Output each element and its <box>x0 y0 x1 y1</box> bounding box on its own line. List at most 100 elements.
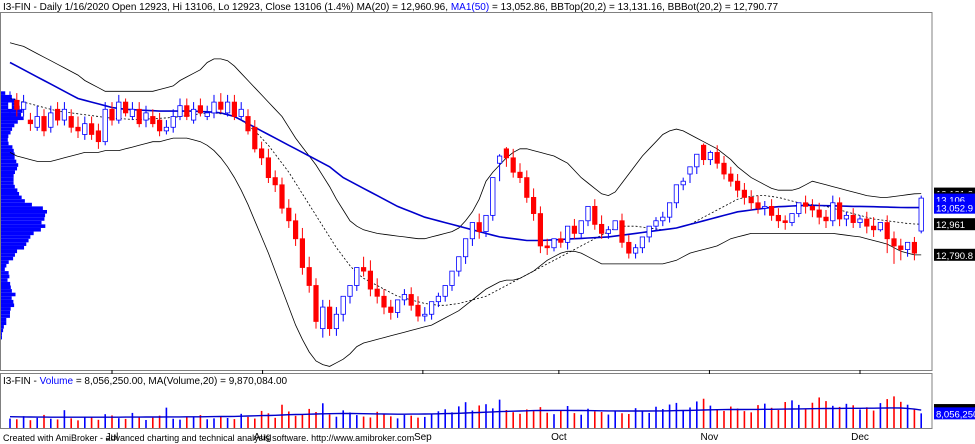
candle-body <box>871 225 877 231</box>
volume-profile-bar <box>1 94 12 99</box>
volume-profile-bar <box>1 220 42 225</box>
volume-bar <box>539 407 542 428</box>
candle-body <box>34 116 40 128</box>
volume-bar <box>118 418 120 428</box>
volume-bar <box>308 408 310 428</box>
candle-body <box>224 101 231 114</box>
volume-bar <box>458 406 460 428</box>
candle-body <box>701 144 707 161</box>
volume-bar <box>587 408 589 428</box>
volume-bar <box>736 408 739 428</box>
volume-bar <box>709 405 712 428</box>
volume-bar <box>825 401 827 428</box>
volume-profile-bar <box>1 281 11 286</box>
volume-profile-bar <box>1 238 29 243</box>
candle-body <box>347 285 353 297</box>
volume-bar <box>97 419 100 428</box>
volume-bar <box>505 410 508 428</box>
volume-bar <box>471 410 474 428</box>
volume-bar <box>866 407 868 428</box>
volume-bar <box>879 403 882 428</box>
volume-ma-line <box>9 407 922 418</box>
volume-profile-bar <box>1 116 24 121</box>
candle-body <box>864 218 870 227</box>
candle-body <box>816 209 822 218</box>
candle-body <box>143 112 149 121</box>
x-tick-label: Jul <box>106 432 119 443</box>
candle-body <box>367 270 374 290</box>
volume-bar <box>267 413 270 428</box>
candle-body <box>646 225 652 238</box>
volume-profile-bar <box>1 299 14 304</box>
candle-body <box>918 197 924 232</box>
volume-header-label: Volume <box>39 376 74 387</box>
volume-bar <box>512 412 514 428</box>
candle-body <box>687 166 693 175</box>
volume-bar <box>696 401 698 428</box>
volume-bar <box>233 419 236 428</box>
volume-bar <box>369 417 372 428</box>
candle-body <box>374 288 380 297</box>
candle-body <box>496 155 503 164</box>
volume-bar <box>254 418 256 428</box>
candle-body <box>857 218 863 223</box>
candle-body <box>456 256 462 272</box>
ma20-line <box>9 98 922 306</box>
candle-body <box>728 173 734 182</box>
candle-body <box>27 119 34 125</box>
candle-body <box>190 108 197 121</box>
volume-bar <box>886 399 888 428</box>
volume-bar <box>464 402 467 428</box>
volume-profile-bar <box>1 227 41 232</box>
volume-bar <box>43 414 45 428</box>
candle-body <box>809 205 816 211</box>
header-bbtop: BBTop(20,2) = 13,131.16, <box>550 2 665 13</box>
volume-bar <box>90 417 93 428</box>
candle-body <box>898 245 904 250</box>
volume-bar <box>675 402 678 428</box>
volume-bar <box>383 414 385 428</box>
volume-bar <box>485 404 487 428</box>
volume-profile-bar <box>1 195 22 200</box>
volume-bar <box>138 416 140 428</box>
volume-bar <box>838 406 841 428</box>
candle-body <box>415 304 421 317</box>
candle-body <box>422 313 428 317</box>
volume-bar <box>274 417 276 428</box>
volume-bar <box>36 417 38 428</box>
volume-bar <box>913 409 916 428</box>
price-axis-label: 13,106 <box>936 196 965 207</box>
candle-body <box>95 130 101 143</box>
volume-profile-bar <box>1 138 8 142</box>
volume-bar <box>791 400 793 428</box>
candle-body <box>428 301 435 315</box>
volume-profile-bar <box>1 166 18 171</box>
volume-profile-bar <box>1 141 9 146</box>
volume-profile-bar <box>1 109 23 113</box>
volume-bar <box>50 418 52 428</box>
candle-body <box>313 285 319 322</box>
candle-body <box>462 238 469 258</box>
volume-bar <box>335 416 338 428</box>
volume-bar <box>152 417 154 428</box>
volume-bar <box>560 410 562 428</box>
volume-profile-bar <box>1 213 46 218</box>
volume-bar <box>315 412 317 428</box>
candle-body <box>75 126 81 132</box>
candle-body <box>585 205 591 222</box>
volume-bar <box>859 409 861 428</box>
candle-body <box>55 108 61 121</box>
candle-body <box>82 123 88 135</box>
volume-profile-bar <box>1 263 7 268</box>
volume-bar <box>390 416 392 428</box>
volume-bar <box>186 416 188 428</box>
volume-profile-bar <box>1 253 15 257</box>
volume-bar <box>158 415 161 428</box>
volume-profile-bar <box>1 256 14 261</box>
candle-body <box>714 152 720 164</box>
candle-body <box>721 162 727 175</box>
candle-body <box>762 205 768 209</box>
volume-profile-bar <box>1 148 14 153</box>
candle-body <box>741 189 748 198</box>
